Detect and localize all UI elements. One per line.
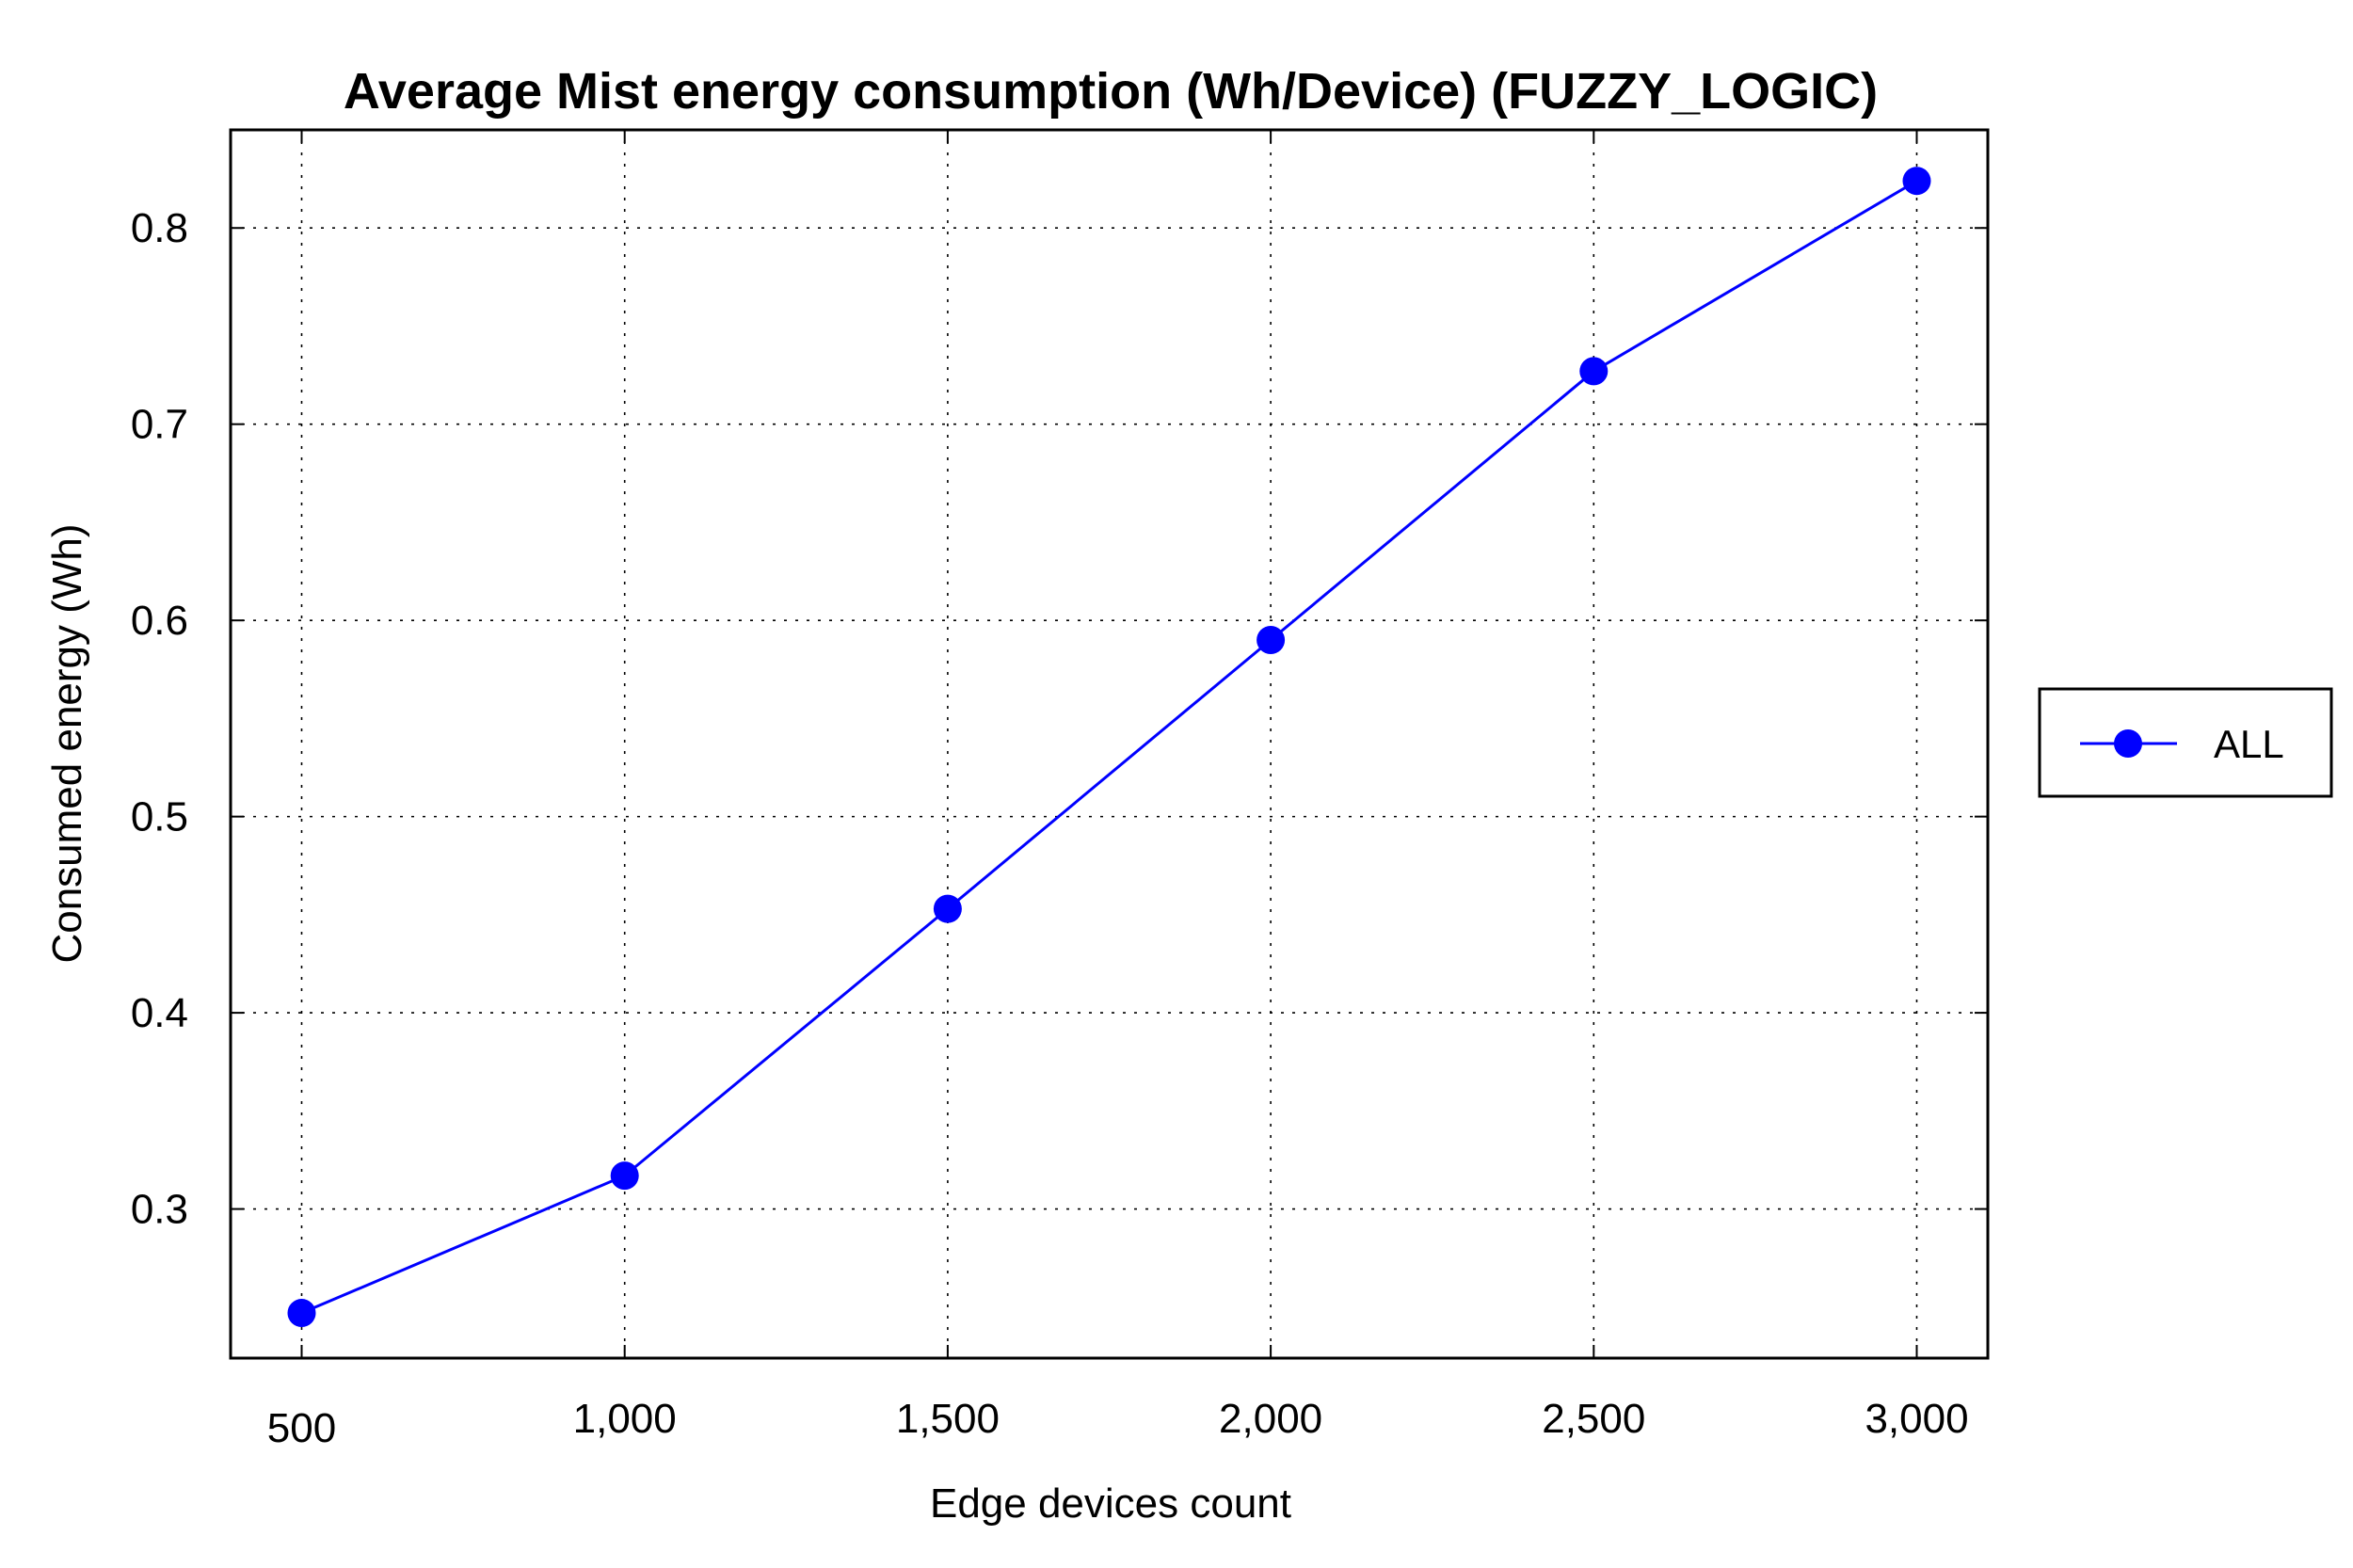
y-tick-label: 0.8 — [131, 205, 188, 251]
y-tick-label: 0.4 — [131, 990, 188, 1036]
x-axis-title: Edge devices count — [930, 1480, 1291, 1527]
plot-frame — [229, 128, 1990, 1360]
x-tick-label: 2,000 — [1219, 1396, 1322, 1442]
x-tick-label: 3,000 — [1865, 1396, 1968, 1442]
x-tick-label: 1,000 — [573, 1396, 677, 1442]
axis-ticks — [231, 130, 1988, 1358]
y-tick-label: 0.3 — [131, 1187, 188, 1233]
data-point — [1902, 167, 1931, 196]
y-tick-label: 0.6 — [131, 598, 188, 644]
legend-point-marker — [2114, 729, 2142, 758]
y-tick-labels: 0.3 0.4 0.5 0.6 0.7 0.8 — [131, 205, 188, 1232]
data-point — [933, 894, 962, 923]
y-tick-label: 0.7 — [131, 402, 188, 448]
data-point — [287, 1299, 316, 1328]
y-axis-title: Consumed energy (Wh) — [44, 523, 90, 963]
series-all — [287, 167, 1931, 1328]
x-tick-label: 500 — [267, 1405, 336, 1451]
chart-title: Average Mist energy consumption (Wh/Devi… — [344, 63, 1878, 120]
series-line — [300, 179, 1918, 1315]
x-tick-labels: 500 1,000 1,500 2,000 2,500 3,000 — [267, 1396, 1969, 1451]
y-tick-label: 0.5 — [131, 794, 188, 840]
x-tick-label: 2,500 — [1542, 1396, 1645, 1442]
data-point — [1257, 626, 1286, 655]
legend: ALL — [2038, 687, 2333, 798]
x-tick-label: 1,500 — [896, 1396, 1000, 1442]
grid-lines — [231, 130, 1988, 1358]
data-point — [1579, 357, 1609, 386]
legend-label-all: ALL — [2214, 722, 2284, 766]
data-point — [610, 1161, 639, 1191]
